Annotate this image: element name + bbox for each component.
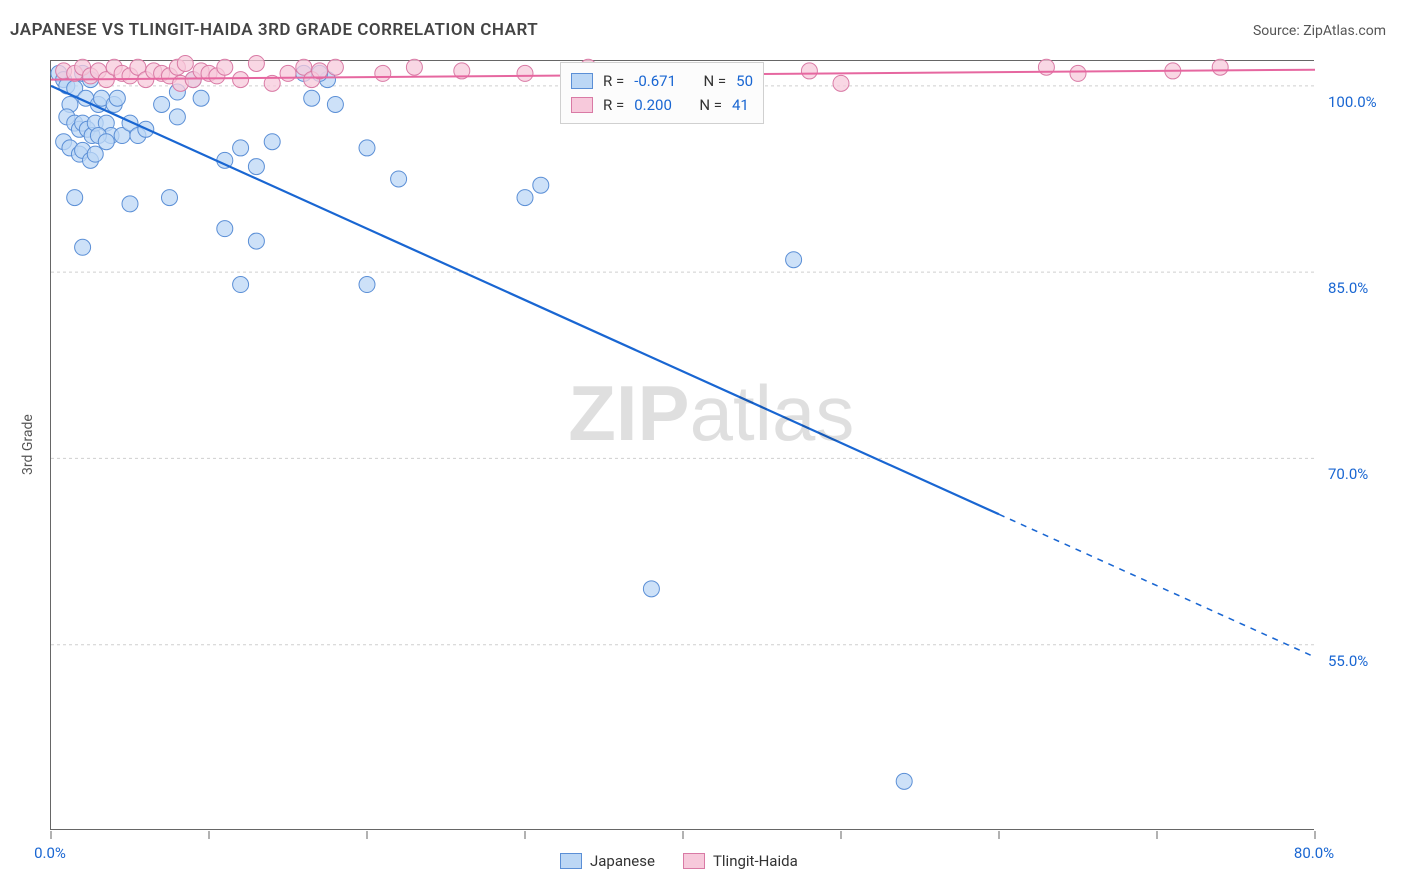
stat-n-label: N =	[699, 93, 722, 117]
plot-svg	[51, 61, 1315, 831]
stats-row-tlingit: R = 0.200 N = 41	[571, 93, 753, 117]
legend-label: Japanese	[590, 852, 655, 870]
title-row: JAPANESE VS TLINGIT-HAIDA 3RD GRADE CORR…	[10, 20, 1386, 40]
legend-label: Tlingit-Haida	[713, 852, 798, 870]
y-tick-label: 85.0%	[1328, 279, 1368, 297]
swatch-tlingit	[571, 97, 593, 113]
x-tick-label: 80.0%	[1294, 844, 1334, 862]
plot-area	[50, 60, 1314, 830]
stat-r-label: R =	[603, 69, 624, 93]
stats-legend: R = -0.671 N = 50 R = 0.200 N = 41	[560, 62, 764, 124]
stat-n-label: N =	[703, 69, 726, 93]
stats-row-japanese: R = -0.671 N = 50	[571, 69, 753, 93]
chart-title: JAPANESE VS TLINGIT-HAIDA 3RD GRADE CORR…	[10, 20, 538, 40]
stat-r-tlingit: 0.200	[634, 93, 672, 117]
stat-r-label: R =	[603, 93, 624, 117]
stat-n-japanese: 50	[736, 69, 753, 93]
bottom-legend: Japanese Tlingit-Haida	[560, 852, 798, 870]
y-axis-title: 3rd Grade	[20, 414, 36, 475]
stat-r-japanese: -0.671	[634, 69, 676, 93]
legend-swatch	[683, 853, 705, 869]
y-tick-label: 70.0%	[1328, 465, 1368, 483]
source-label: Source: ZipAtlas.com	[1253, 23, 1386, 39]
x-tick-label: 0.0%	[34, 844, 66, 862]
swatch-japanese	[571, 73, 593, 89]
stat-n-tlingit: 41	[732, 93, 749, 117]
y-tick-label: 100.0%	[1328, 93, 1377, 111]
legend-swatch	[560, 853, 582, 869]
y-tick-label: 55.0%	[1328, 652, 1368, 670]
legend-item: Tlingit-Haida	[683, 852, 798, 870]
legend-item: Japanese	[560, 852, 655, 870]
